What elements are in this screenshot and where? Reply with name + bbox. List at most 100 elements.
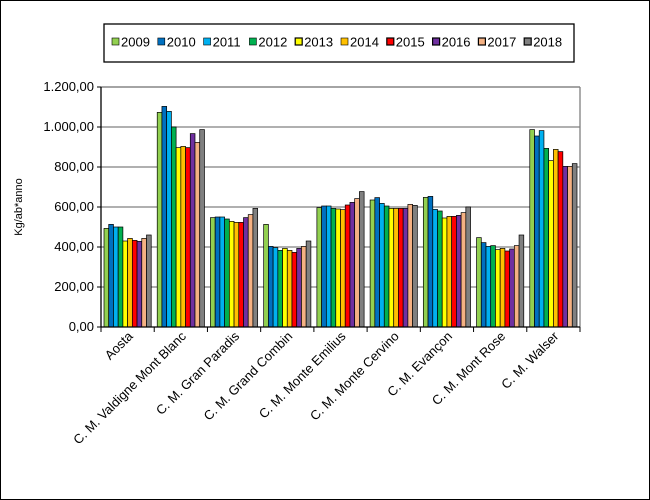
bar-2015 (291, 252, 298, 328)
y-axis-label: Kg/ab*anno (13, 178, 25, 236)
bar-2011 (538, 130, 545, 328)
axes (97, 86, 581, 332)
bar-2014 (340, 209, 346, 328)
x-tick-label: C. M. Walser (498, 328, 562, 392)
bar-2014 (286, 250, 293, 328)
bar-2016 (189, 133, 196, 328)
bar-2016 (296, 248, 302, 328)
bar-2017 (460, 212, 467, 328)
bar-2018 (252, 208, 259, 328)
bar-2018 (412, 205, 418, 328)
bar-2011 (113, 226, 119, 328)
legend-label: 2010 (167, 35, 196, 50)
bar-2014 (393, 208, 399, 328)
bar-2009 (476, 237, 482, 328)
bar-2016 (136, 241, 143, 328)
bar-2012 (117, 226, 124, 328)
bar-2017 (301, 246, 307, 328)
legend-swatch-2010 (157, 37, 166, 46)
bar-2018 (305, 240, 312, 328)
bar-2017 (194, 142, 201, 328)
bar-2011 (166, 111, 172, 328)
bars (103, 106, 578, 328)
legend: 2009 2010 2011 2012 2013 2014 2015 2016 2017 2018 (103, 23, 575, 63)
bar-2009 (210, 217, 216, 328)
legend-label: 2011 (213, 35, 241, 50)
x-tick-label: C. M. Grand Combin (201, 329, 296, 424)
bar-2017 (354, 198, 360, 328)
x-tick-label: C. M. Monte Emilius (256, 328, 349, 421)
bar-2014 (553, 149, 559, 328)
bar-2009 (263, 224, 269, 328)
bar-2018 (518, 234, 525, 328)
bar-2018 (199, 129, 205, 328)
legend-swatch-2018 (523, 37, 532, 46)
y-tick-labels: 0,00 200,00 400,00 600,00 800,00 1.000,00 1.20… (43, 79, 94, 334)
y-tick-label: 600,00 (54, 199, 94, 214)
bar-2013 (495, 249, 501, 328)
legend-swatch-2012 (249, 37, 257, 46)
bar-2018 (465, 206, 471, 328)
bar-2017 (407, 204, 413, 328)
bar-2009 (422, 197, 429, 328)
bar-2014 (446, 216, 453, 328)
bar-2012 (171, 126, 177, 328)
bar-2016 (349, 202, 356, 328)
y-tick-label: 0,00 (69, 319, 94, 334)
bar-2010 (374, 197, 380, 328)
x-tick-label: C. M. Monte Cervino (307, 329, 402, 424)
bar-2013 (228, 221, 235, 328)
legend-label: 2009 (121, 35, 150, 50)
legend-label: 2013 (304, 35, 333, 50)
bar-2011 (219, 216, 225, 328)
legend-label: 2014 (350, 35, 379, 50)
legend-swatch-2014 (340, 37, 349, 46)
bar-2013 (282, 248, 288, 328)
bar-2015 (344, 204, 351, 328)
bar-2015 (131, 240, 138, 328)
bar-2015 (451, 216, 457, 328)
bar-2009 (529, 129, 535, 328)
bar-2017 (567, 166, 573, 328)
bar-2010 (108, 224, 114, 328)
bar-2012 (277, 250, 283, 328)
bar-2018 (359, 191, 365, 328)
bar-2016 (456, 215, 462, 328)
bar-2012 (224, 218, 230, 328)
bar-2016 (243, 217, 249, 328)
bar-2015 (557, 151, 564, 328)
bar-2012 (543, 148, 550, 328)
bar-2009 (369, 199, 376, 328)
legend-box (103, 23, 575, 63)
bar-2015 (504, 250, 510, 328)
legend-label: 2016 (442, 35, 471, 50)
bar-2010 (534, 135, 540, 328)
bar-2013 (122, 240, 128, 328)
bar-2011 (432, 209, 438, 328)
legend-label: 2018 (533, 35, 562, 50)
bar-2016 (562, 166, 568, 328)
bar-2010 (427, 196, 434, 328)
bar-2009 (316, 207, 322, 328)
bar-2010 (268, 246, 274, 328)
legend-swatch-2015 (386, 37, 395, 46)
bar-2011 (325, 205, 332, 328)
y-tick-label: 400,00 (54, 239, 94, 254)
y-tick-label: 1.000,00 (43, 119, 94, 134)
bar-2012 (383, 205, 390, 328)
bar-2014 (127, 238, 133, 328)
bar-2013 (175, 147, 182, 328)
legend-swatch-2011 (203, 37, 211, 46)
bar-2013 (548, 160, 554, 328)
bar-2018 (146, 234, 152, 328)
bar-2010 (480, 242, 487, 328)
bar-2010 (161, 106, 168, 328)
bar-2016 (509, 248, 515, 328)
bar-2012 (437, 210, 443, 328)
bar-2012 (490, 245, 496, 328)
legend-label: 2015 (396, 35, 425, 50)
bar-2012 (330, 208, 337, 328)
